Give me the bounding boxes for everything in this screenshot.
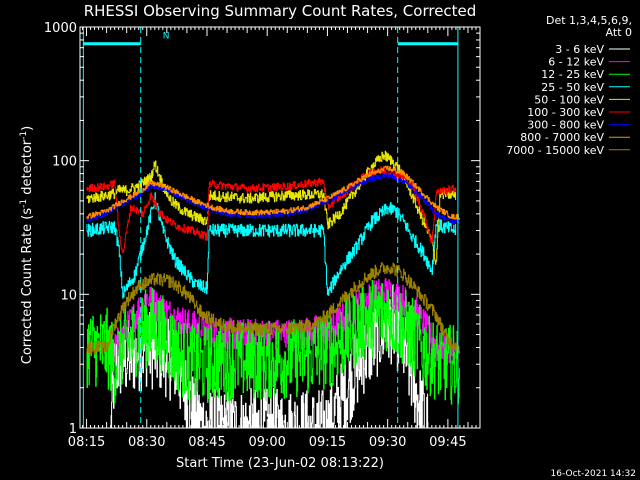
footer-timestamp: 16-Oct-2021 14:32 [551,469,636,479]
series-line [110,285,429,429]
plot-frame [79,26,481,429]
x-tick-label: 08:15 [68,435,105,450]
x-tick-label: 09:00 [248,435,285,450]
y-tick-label: 10 [60,288,77,303]
legend-entry-label: 800 - 7000 keV [520,131,604,144]
y-tick-label: 1 [69,422,77,437]
x-tick-label: 09:45 [429,435,466,450]
legend-entry-label: 12 - 25 keV [541,68,604,81]
legend-header: Att 0 [606,26,632,39]
y-tick-label: 1000 [44,21,77,36]
x-tick-label: 08:45 [188,435,225,450]
night-saa-markers: N [82,27,459,428]
x-tick-label: 08:30 [128,435,165,450]
legend-entry-label: 25 - 50 keV [541,81,604,94]
legend-entry-label: 7000 - 15000 keV [506,144,604,157]
axes: 1 10 100 1000 08:15 08:30 08:45 09:00 09:15 09:30… [44,21,481,450]
x-tick-label: 09:30 [369,435,406,450]
series-line [114,278,457,365]
series-line [86,192,457,299]
flag-label: N [163,32,170,42]
legend-entry-label: 50 - 100 keV [534,93,604,106]
y-axis-label-part: -1 [19,131,29,140]
legend-entry-label: 3 - 6 keV [555,43,604,56]
y-axis-label-part: -1 [19,199,29,208]
y-axis-label-part: Corrected Count Rate (s [20,208,35,365]
y-axis-label: Corrected Count Rate (s-1 detector-1) [19,126,35,364]
y-tick-label: 100 [52,155,77,170]
x-tick-label: 09:15 [309,435,346,450]
legend-entry-label: 6 - 12 keV [548,56,604,69]
chart-title: RHESSI Observing Summary Count Rates, Co… [84,2,477,20]
x-axis-label: Start Time (23-Jun-02 08:13:22) [176,456,384,471]
y-axis-label-part: ) [20,126,35,131]
legend-entry-label: 300 - 800 keV [527,119,604,132]
legend-entry-label: 100 - 300 keV [527,106,604,119]
legend-header: Det 1,3,4,5,6,9, [546,14,632,27]
y-axis-label-part: detector [20,139,35,199]
